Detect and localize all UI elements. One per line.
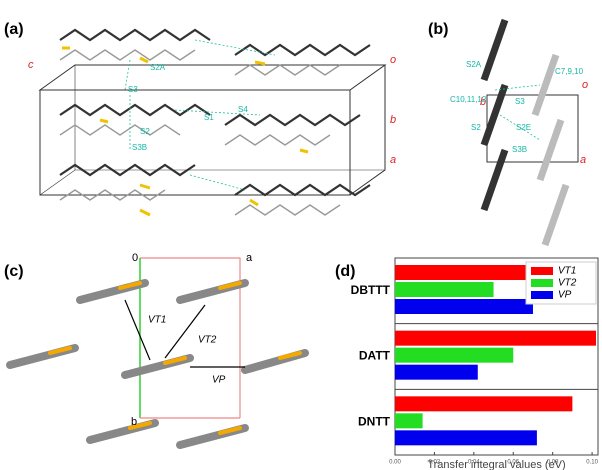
bar xyxy=(395,299,533,314)
axis-label: o xyxy=(390,54,396,66)
atom-label: S2 xyxy=(471,123,481,132)
bar xyxy=(395,413,423,428)
axis-label: c xyxy=(28,59,34,71)
figure: (a) (b) (c) (d) c o b a S2A S3 S2 S xyxy=(0,0,602,470)
axis-label: b xyxy=(390,114,396,126)
atom-label: S3B xyxy=(512,145,527,154)
legend-label: VT1 xyxy=(558,266,576,277)
bar xyxy=(395,430,537,445)
x-tick-label: 0.10 xyxy=(586,460,598,466)
axis-label: a xyxy=(580,154,586,166)
x-axis-title: Transfer integral values (eV) xyxy=(427,459,565,470)
category-label: DBTTT xyxy=(351,283,391,297)
axis-label: 0 xyxy=(132,252,138,264)
bar xyxy=(395,282,494,297)
bar xyxy=(395,265,529,280)
bar xyxy=(395,331,596,346)
category-label: DNTT xyxy=(358,414,391,428)
panel-label: (c) xyxy=(4,263,24,280)
atom-label: S3B xyxy=(132,143,147,152)
panel-label: (d) xyxy=(335,263,355,280)
atom-label: S4 xyxy=(238,105,248,114)
legend-swatch xyxy=(531,279,553,287)
atom-label: S3 xyxy=(515,97,525,106)
legend-label: VP xyxy=(558,290,572,301)
vector-label: VT2 xyxy=(198,335,217,346)
panel-label: (a) xyxy=(4,21,24,38)
atom-label: C10,11,12 xyxy=(450,95,487,104)
panel-label: (b) xyxy=(428,21,448,38)
atom-label: S2A xyxy=(150,63,166,72)
axis-label: a xyxy=(390,154,396,166)
atom-label: S2 xyxy=(140,127,150,136)
bar xyxy=(395,348,513,363)
category-label: DATT xyxy=(359,349,391,363)
atom-label: S2E xyxy=(516,123,531,132)
vector-label: VT1 xyxy=(148,315,166,326)
legend-label: VT2 xyxy=(558,278,577,289)
vector-label: VP xyxy=(212,375,226,386)
atom-label: S3 xyxy=(128,85,138,94)
legend-swatch xyxy=(531,291,553,299)
axis-label: o xyxy=(582,79,588,91)
atom-label: C7,9,10 xyxy=(555,67,584,76)
atom-label: S2A xyxy=(466,60,482,69)
bar xyxy=(395,365,478,380)
bar xyxy=(395,396,572,411)
axis-label: a xyxy=(246,252,253,264)
atom-label: S1 xyxy=(204,113,214,122)
x-tick-label: 0.00 xyxy=(389,460,401,466)
axis-label: b xyxy=(131,416,137,428)
legend-swatch xyxy=(531,267,553,275)
